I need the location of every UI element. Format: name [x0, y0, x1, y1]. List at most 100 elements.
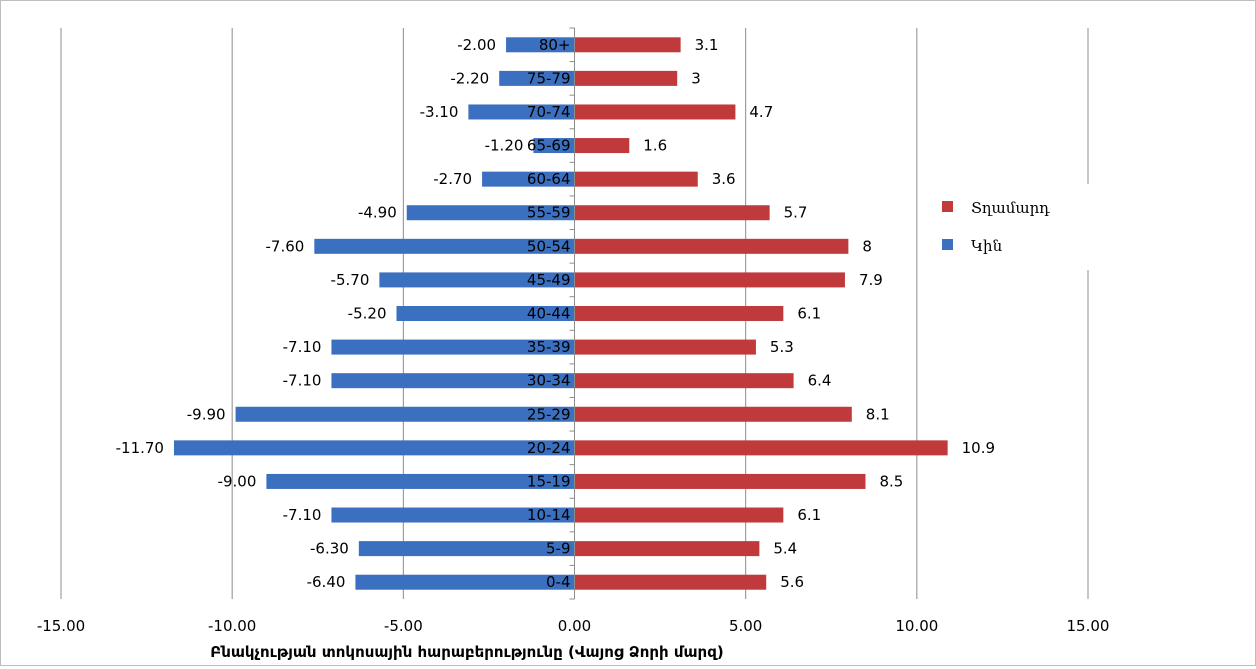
data-label-female: -1.20	[485, 137, 524, 155]
bar-female	[331, 373, 575, 389]
data-label-male: 6.1	[797, 506, 821, 524]
bar-male	[574, 440, 948, 456]
data-label-female: -7.10	[283, 506, 322, 524]
data-label-male: 3.1	[695, 36, 719, 54]
legend-background	[931, 184, 1089, 270]
bar-male	[574, 473, 866, 489]
data-label-male: 8.5	[879, 472, 903, 490]
data-label-female: -9.00	[218, 472, 257, 490]
category-label: 80+	[539, 36, 571, 54]
x-tick-label: 5.00	[729, 617, 762, 635]
category-label: 40-44	[527, 305, 571, 323]
data-label-male: 8	[862, 237, 872, 255]
data-label-male: 8.1	[866, 405, 890, 423]
category-label: 30-34	[527, 372, 571, 390]
bar-male	[574, 171, 698, 187]
legend: Տղամարդ Կին	[931, 184, 1089, 270]
bar-male	[574, 205, 770, 221]
bar-female	[533, 138, 575, 154]
category-label: 15-19	[527, 472, 571, 490]
bar-female	[358, 541, 575, 557]
category-label: 65-69	[527, 137, 571, 155]
category-label: 25-29	[527, 405, 571, 423]
x-tick-label: 15.00	[1067, 617, 1110, 635]
category-label: 60-64	[527, 170, 571, 188]
data-label-female: -5.70	[331, 271, 370, 289]
category-label: 50-54	[527, 237, 571, 255]
labels-layer: -6.40 5.6 0-4 -6.30 5.4 5-9 -7.10 6.1 10-14 -9.00…	[116, 36, 995, 591]
category-label: 35-39	[527, 338, 571, 356]
data-label-female: -7.60	[266, 237, 305, 255]
category-label: 20-24	[527, 439, 571, 457]
data-label-female: -11.70	[116, 439, 164, 457]
data-label-male: 10.9	[962, 439, 995, 457]
data-label-male: 3	[691, 69, 701, 87]
data-label-male: 1.6	[643, 137, 667, 155]
category-label: 45-49	[527, 271, 571, 289]
data-label-female: -2.20	[450, 69, 489, 87]
category-label: 0-4	[546, 573, 571, 591]
bar-female	[468, 104, 575, 120]
category-label: 10-14	[527, 506, 571, 524]
data-label-female: -2.00	[457, 36, 496, 54]
bar-female	[173, 440, 575, 456]
bar-female	[355, 574, 575, 590]
data-label-male: 4.7	[749, 103, 773, 121]
data-label-female: -6.30	[310, 540, 349, 558]
bar-male	[574, 574, 767, 590]
axis-layer: -15.00 -10.00 -5.00 0.00 5.00 10.00 15.00	[37, 27, 1110, 635]
bar-female	[506, 37, 575, 53]
category-label: 55-59	[527, 204, 571, 222]
legend-label: Տղամարդ	[971, 199, 1050, 217]
data-label-female: -6.40	[307, 573, 346, 591]
category-label: 75-79	[527, 69, 571, 87]
legend-swatch	[942, 201, 953, 212]
bar-male	[574, 272, 845, 288]
bar-male	[574, 37, 681, 53]
data-label-female: -2.70	[433, 170, 472, 188]
data-label-female: -7.10	[283, 372, 322, 390]
x-tick-label: 0.00	[558, 617, 591, 635]
bar-male	[574, 138, 630, 154]
legend-label: Կին	[971, 237, 1003, 255]
x-tick-label: 10.00	[895, 617, 938, 635]
bar-female	[499, 70, 575, 86]
data-label-male: 3.6	[712, 170, 736, 188]
bars-layer	[173, 37, 948, 590]
bar-female	[379, 272, 575, 288]
data-label-male: 5.3	[770, 338, 794, 356]
data-label-male: 6.1	[797, 305, 821, 323]
data-label-male: 5.7	[784, 204, 808, 222]
data-label-female: -3.10	[420, 103, 459, 121]
x-axis-title: Բնակչության տոկոսային հարաբերությունը (Վ…	[210, 643, 723, 661]
x-tick-label: -15.00	[37, 617, 85, 635]
data-label-male: 6.4	[808, 372, 832, 390]
bar-male	[574, 70, 678, 86]
bar-male	[574, 406, 852, 422]
bar-female	[482, 171, 575, 187]
bar-male	[574, 541, 760, 557]
data-label-female: -9.90	[187, 405, 226, 423]
data-label-female: -5.20	[348, 305, 387, 323]
x-tick-label: -5.00	[384, 617, 423, 635]
data-label-male: 5.4	[773, 540, 797, 558]
bar-male	[574, 373, 794, 389]
x-tick-label: -10.00	[208, 617, 256, 635]
category-label: 5-9	[546, 540, 571, 558]
bar-male	[574, 507, 784, 523]
legend-swatch	[942, 239, 953, 250]
data-label-female: -7.10	[283, 338, 322, 356]
category-label: 70-74	[527, 103, 571, 121]
bar-female	[235, 406, 575, 422]
bar-female	[331, 507, 575, 523]
data-label-male: 5.6	[780, 573, 804, 591]
bar-female	[266, 473, 575, 489]
data-label-male: 7.9	[859, 271, 883, 289]
bar-female	[406, 205, 575, 221]
bar-male	[574, 238, 849, 254]
bar-male	[574, 339, 756, 355]
bar-female	[331, 339, 575, 355]
bar-male	[574, 306, 784, 321]
